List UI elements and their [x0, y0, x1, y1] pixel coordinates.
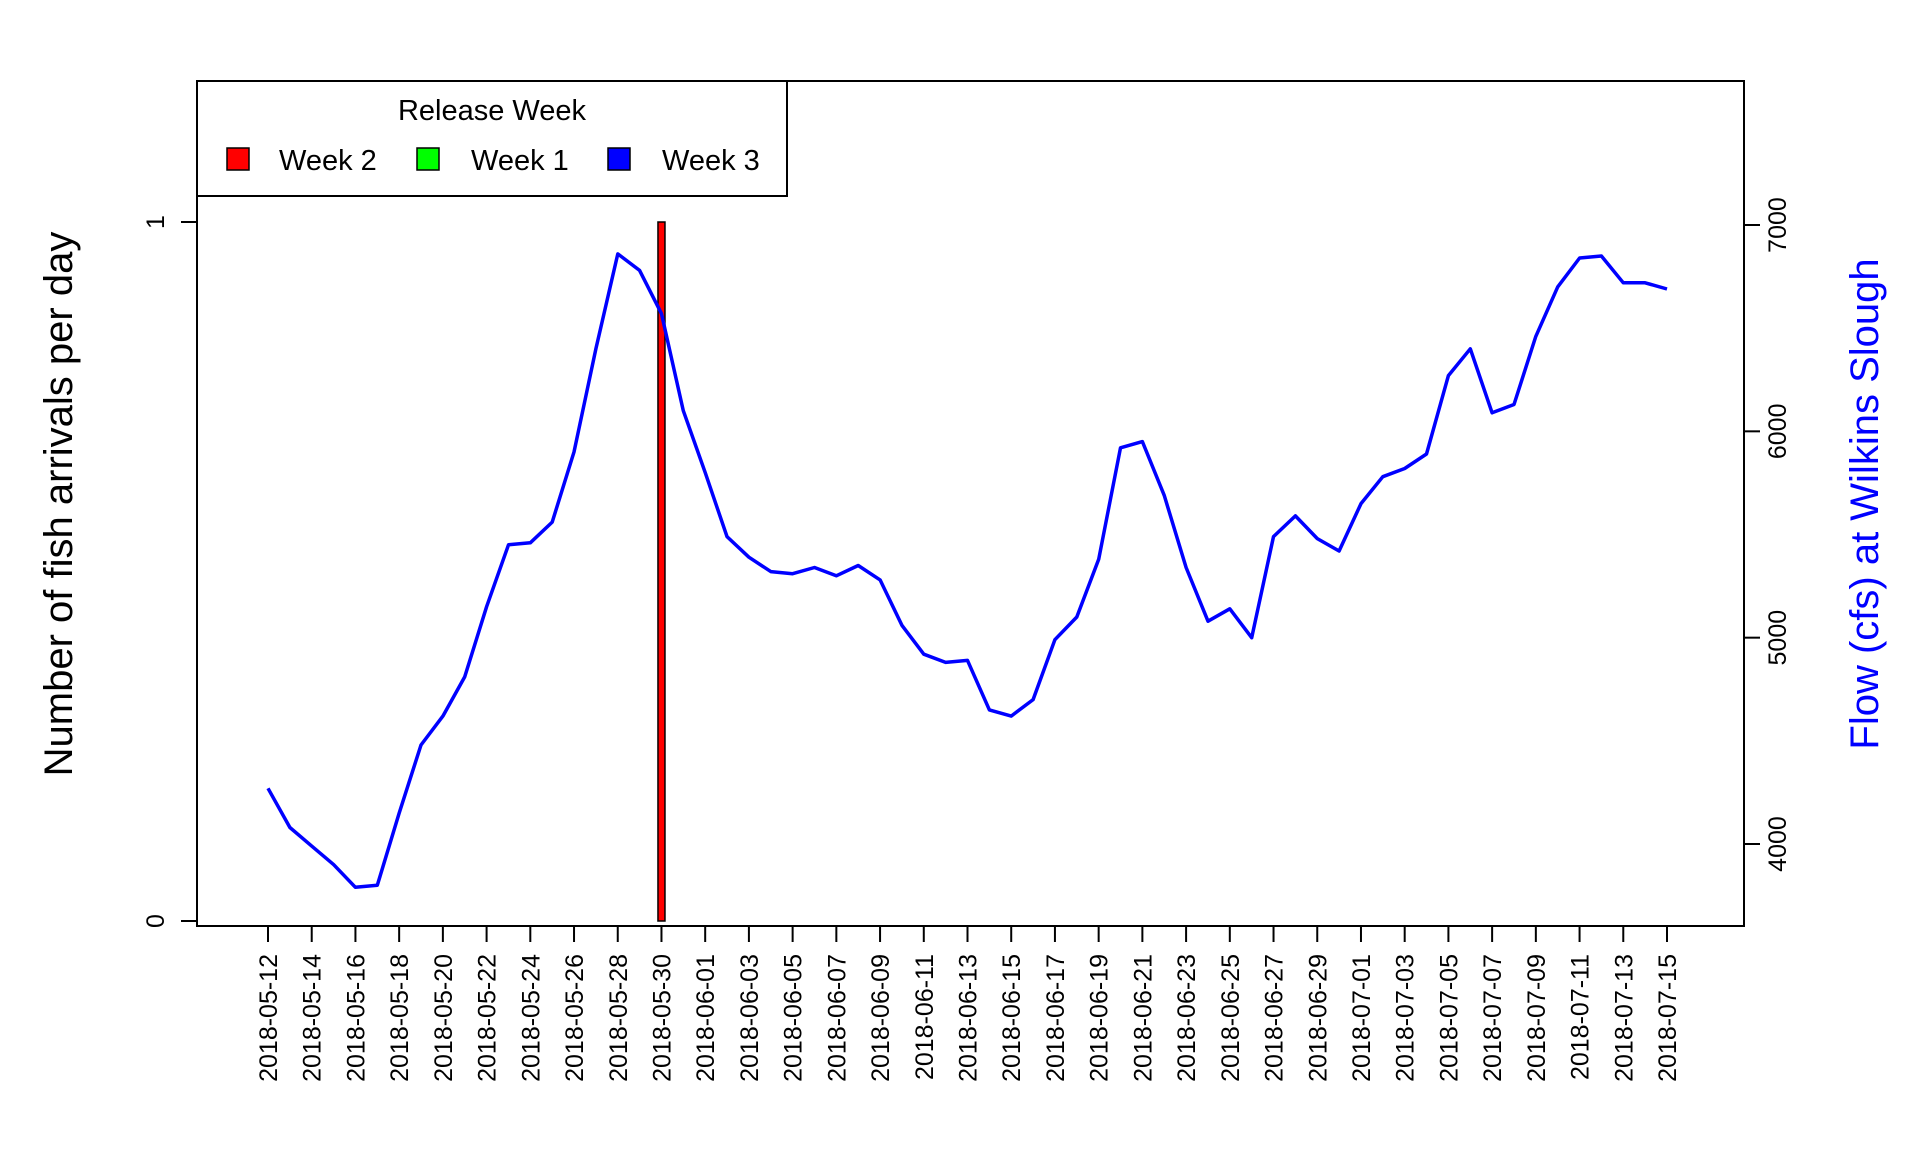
x-tick-label: 2018-05-24: [517, 954, 545, 1082]
x-tick-label: 2018-06-15: [998, 954, 1026, 1082]
legend-swatch-week-2: [226, 147, 250, 171]
y-right-axis: 4000 5000 6000 7000: [1744, 197, 1792, 872]
x-tick-label: 2018-06-01: [692, 954, 720, 1082]
y-right-tick-label: 7000: [1764, 197, 1792, 253]
x-tick-label: 2018-05-20: [430, 954, 458, 1082]
legend-label-week-2: Week 2: [279, 145, 377, 177]
x-tick-label: 2018-07-09: [1523, 954, 1551, 1082]
legend-label-week-1: Week 1: [471, 145, 569, 177]
x-tick-label: 2018-06-11: [911, 954, 939, 1080]
legend-label-week-3: Week 3: [662, 145, 760, 177]
x-tick-label: 2018-06-19: [1086, 954, 1114, 1082]
legend: Release Week Week 2 Week 1 Week 3: [196, 80, 788, 197]
x-tick-label: 2018-06-23: [1173, 954, 1201, 1082]
x-tick-label: 2018-06-25: [1217, 954, 1245, 1082]
x-tick-label: 2018-05-22: [474, 954, 502, 1082]
y-right-tick-label: 4000: [1764, 816, 1792, 872]
x-tick-label: 2018-05-14: [299, 954, 327, 1082]
x-tick-label: 2018-07-11: [1567, 954, 1595, 1080]
arrival-bar: [657, 221, 666, 922]
x-tick-label: 2018-07-07: [1479, 954, 1507, 1082]
x-tick-label: 2018-06-29: [1304, 954, 1332, 1082]
x-tick-label: 2018-06-13: [955, 954, 983, 1082]
y-right-tick-label: 5000: [1764, 610, 1792, 666]
x-tick-label: 2018-06-27: [1261, 954, 1289, 1082]
x-tick-label: 2018-06-07: [823, 954, 851, 1082]
y-left-tick-label: 1: [142, 215, 170, 229]
x-tick-label: 2018-07-13: [1610, 954, 1638, 1082]
x-tick-label: 2018-06-05: [780, 954, 808, 1082]
x-tick-label: 2018-07-03: [1392, 954, 1420, 1082]
flow-line-layer: [266, 252, 1668, 890]
y-left-axis-title: Number of fish arrivals per day: [37, 232, 81, 777]
legend-swatch-week-1: [416, 147, 440, 171]
bars-layer: [657, 221, 666, 922]
x-tick-label: 2018-05-26: [561, 954, 589, 1082]
x-tick-label: 2018-05-28: [605, 954, 633, 1082]
plot-frame: [196, 80, 1745, 927]
x-tick-label: 2018-07-15: [1654, 954, 1682, 1082]
x-tick-label: 2018-05-16: [342, 954, 370, 1082]
y-left-axis: 01: [142, 215, 198, 928]
y-right-tick-label: 6000: [1764, 404, 1792, 460]
x-tick-label: 2018-05-18: [386, 954, 414, 1082]
flow-line: [266, 252, 1668, 890]
x-axis: 2018-05-12 2018-05-14 2018-05-16 2018-05-18…: [255, 925, 1682, 1082]
x-tick-label: 2018-07-01: [1348, 954, 1376, 1082]
y-left-tick-label: 0: [142, 914, 170, 928]
x-tick-label: 2018-06-09: [867, 954, 895, 1082]
y-right-axis-title: Flow (cfs) at Wilkins Slough: [1843, 258, 1887, 749]
x-tick-label: 2018-05-30: [648, 954, 676, 1082]
legend-swatch-week-3: [607, 147, 631, 171]
legend-box: [196, 80, 788, 197]
x-tick-label: 2018-06-21: [1129, 954, 1157, 1082]
x-tick-label: 2018-06-03: [736, 954, 764, 1082]
x-tick-label: 2018-06-17: [1042, 954, 1070, 1082]
x-tick-label: 2018-07-05: [1435, 954, 1463, 1082]
legend-title: Release Week: [398, 95, 587, 127]
x-tick-label: 2018-05-12: [255, 954, 283, 1082]
